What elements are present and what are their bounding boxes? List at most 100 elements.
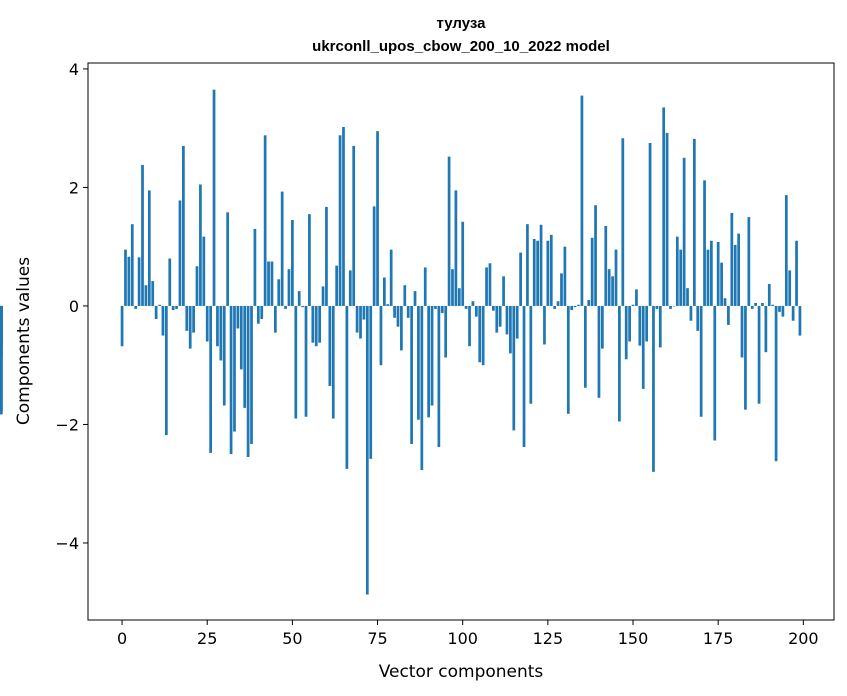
bar-component-107 <box>485 267 488 306</box>
bar-component-116 <box>515 305 519 339</box>
bar-component-117 <box>519 252 522 306</box>
bar-component-137 <box>587 300 591 306</box>
bar-component-147 <box>621 138 625 306</box>
bar-component-62 <box>331 305 335 419</box>
bar-component-43 <box>267 261 270 306</box>
bar-component-112 <box>502 276 505 306</box>
bar-component-39 <box>253 228 257 306</box>
bar-component-17 <box>178 200 182 306</box>
bar-component-11 <box>158 304 161 306</box>
bar-component-30 <box>222 305 226 406</box>
bar-component-145 <box>614 249 618 306</box>
bar-component-71 <box>362 305 366 320</box>
bar-component-186 <box>754 302 758 306</box>
bar-component-68 <box>352 145 356 306</box>
bar-component-70 <box>359 305 362 339</box>
bar-component-10 <box>154 305 158 319</box>
bar-component-15 <box>171 305 175 311</box>
bar-component-170 <box>699 305 703 417</box>
bar-component-183 <box>744 305 747 410</box>
bar-component-177 <box>723 298 727 306</box>
bar-component-193 <box>778 305 781 312</box>
bar-component-28 <box>216 305 219 347</box>
chart-title-line-1: тулуза <box>437 15 487 32</box>
bar-component-74 <box>372 206 376 306</box>
bar-component-94 <box>440 305 444 314</box>
bar-component-194 <box>781 305 785 317</box>
bar-component-77 <box>382 277 386 306</box>
bar-component-188 <box>761 302 764 306</box>
bar-component-165 <box>682 157 686 306</box>
bar-component-1 <box>124 249 127 306</box>
bar-component-23 <box>199 184 202 306</box>
bar-component-9 <box>151 281 155 306</box>
chart-title-line-2: ukrconll_upos_cbow_200_10_2022 model <box>312 38 610 55</box>
bar-component-45 <box>273 305 277 333</box>
bar-component-104 <box>474 305 478 317</box>
bar-component-50 <box>291 220 294 306</box>
bar-component-40 <box>256 305 260 324</box>
bar-component-100 <box>461 221 465 306</box>
bar-component-178 <box>727 305 730 325</box>
bar-component-49 <box>287 269 291 306</box>
bar-component-168 <box>692 138 696 306</box>
bar-component-158 <box>658 305 662 348</box>
x-tick-label-175: 175 <box>703 629 734 648</box>
bar-component-153 <box>641 305 645 389</box>
bar-component-7 <box>144 285 148 306</box>
x-tick-label-50: 50 <box>282 629 302 648</box>
x-axis-ticks: 0 25 50 75 100 125 150 175 200 <box>117 620 819 648</box>
bar-component-159 <box>662 107 666 306</box>
bar-component-111 <box>498 305 502 327</box>
bar-component-181 <box>737 233 740 306</box>
bar-component-72 <box>365 305 369 595</box>
bar-component-46 <box>277 279 281 306</box>
bar-component-108 <box>488 263 492 306</box>
bar-component-169 <box>696 305 700 331</box>
bar-component-37 <box>246 305 250 458</box>
bar-component-154 <box>645 305 649 342</box>
bar-component-140 <box>597 305 601 398</box>
bar-component-157 <box>655 305 659 309</box>
bar-component-179 <box>730 212 734 306</box>
bar-component-139 <box>594 205 597 306</box>
bar-component-78 <box>386 304 390 306</box>
bar-component-151 <box>635 289 638 306</box>
bar-component-164 <box>679 249 683 306</box>
bar-component-34 <box>236 305 240 329</box>
bar-component-197 <box>791 305 795 321</box>
bar-component-166 <box>686 288 689 306</box>
bar-component-14 <box>168 258 172 306</box>
bar-component-171 <box>703 180 706 306</box>
bar-component-167 <box>689 305 693 321</box>
bar-component-176 <box>720 262 723 306</box>
plot-frame <box>87 62 835 621</box>
bar-component-27 <box>212 89 216 306</box>
bar-component-61 <box>328 305 332 386</box>
bar-component-4 <box>134 305 138 309</box>
bar-component-47 <box>280 191 284 306</box>
x-tick-label-75: 75 <box>367 629 387 648</box>
bar-component-124 <box>543 305 546 345</box>
bar-component-87 <box>417 305 420 420</box>
bar-component-119 <box>526 224 529 306</box>
bar-component-16 <box>175 305 178 309</box>
bar-component-163 <box>675 236 679 306</box>
bar-component-55 <box>308 214 311 306</box>
bar-component-8 <box>147 190 151 306</box>
bar-component-172 <box>706 249 710 306</box>
bar-component-65 <box>342 127 345 306</box>
bar-component-86 <box>413 291 417 306</box>
bar-component-146 <box>618 305 621 422</box>
bar-component-121 <box>532 238 536 306</box>
bar-component-195 <box>784 195 788 306</box>
bar-component-133 <box>573 305 577 308</box>
bar-component-53 <box>301 305 304 308</box>
bar-component-63 <box>335 265 339 306</box>
bar-component-122 <box>536 240 540 306</box>
bar-component-66 <box>345 305 349 469</box>
bar-component-156 <box>652 305 655 472</box>
bar-component-52 <box>297 291 301 306</box>
bar-component-141 <box>601 305 604 349</box>
bar-component-13 <box>164 305 168 436</box>
